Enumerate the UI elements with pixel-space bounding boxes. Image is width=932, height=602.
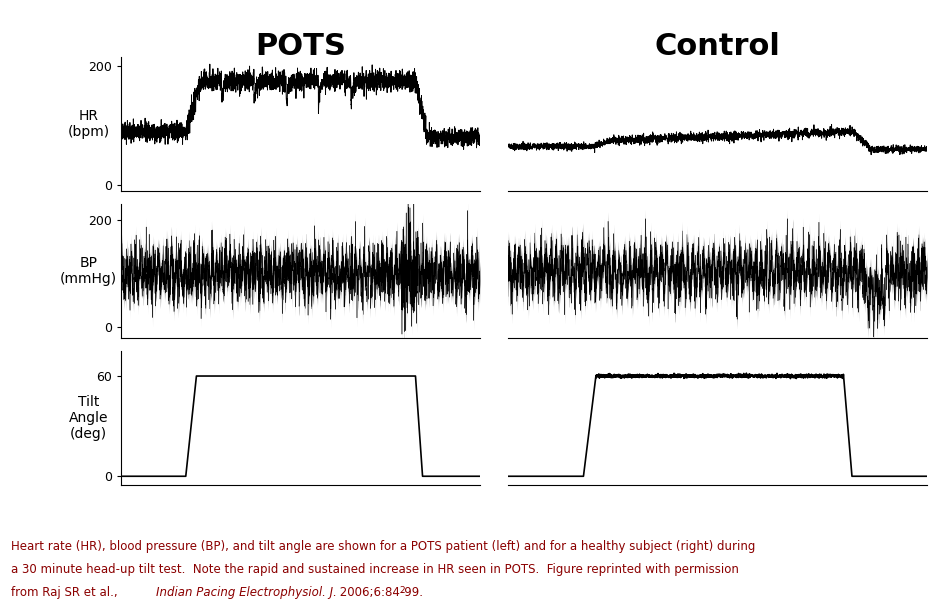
Text: from Raj SR et al.,: from Raj SR et al.,	[11, 586, 121, 599]
Text: FIGURE 1: FIGURE 1	[11, 11, 104, 28]
Text: BP
(mmHg): BP (mmHg)	[60, 256, 117, 286]
Text: 2: 2	[400, 586, 405, 595]
Text: HR
(bpm): HR (bpm)	[67, 109, 110, 139]
Text: Heart rate (HR), blood pressure (BP), and tilt angle are shown for a POTS patien: Heart rate (HR), blood pressure (BP), an…	[11, 540, 756, 553]
Text: 2006;6:84-99.: 2006;6:84-99.	[336, 586, 422, 599]
Text: a 30 minute head-up tilt test.  Note the rapid and sustained increase in HR seen: a 30 minute head-up tilt test. Note the …	[11, 563, 739, 576]
Text: Indian Pacing Electrophysiol. J.: Indian Pacing Electrophysiol. J.	[156, 586, 336, 599]
Text: Tilt
Angle
(deg): Tilt Angle (deg)	[69, 394, 108, 441]
Text: Control: Control	[654, 33, 781, 61]
Text: POTS: POTS	[255, 33, 346, 61]
